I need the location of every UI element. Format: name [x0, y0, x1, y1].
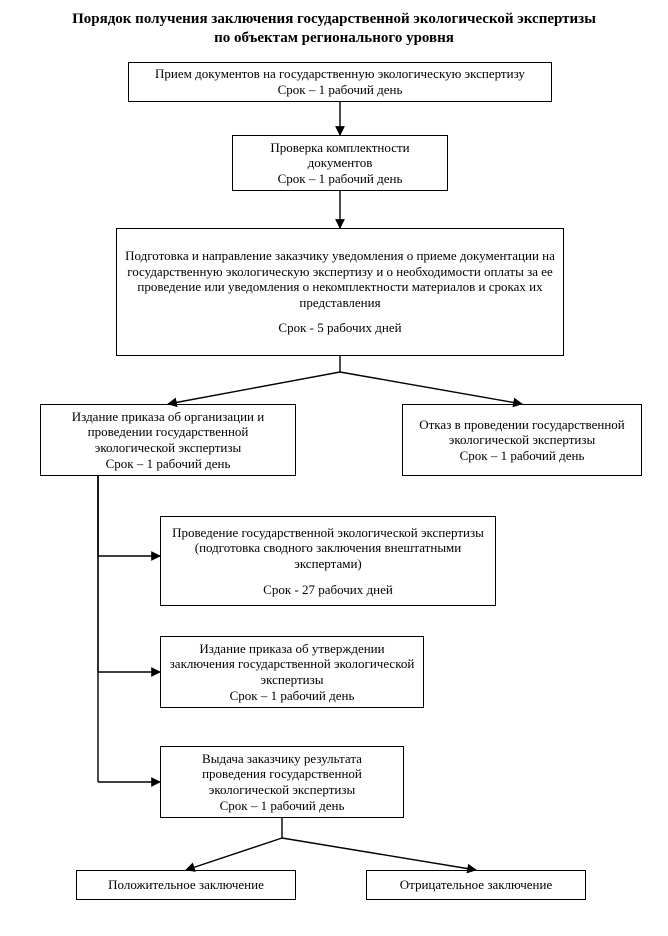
- flowchart-node-n4: Издание приказа об организации и проведе…: [40, 404, 296, 476]
- node-text: Проверка комплектности документов: [241, 140, 439, 171]
- flowchart-node-n10: Отрицательное заключение: [366, 870, 586, 900]
- flowchart-node-n8: Выдача заказчику результата проведения г…: [160, 746, 404, 818]
- node-text: Издание приказа об организации и проведе…: [49, 409, 287, 456]
- node-text: Проведение государственной экологической…: [169, 525, 487, 572]
- flowchart-node-n9: Положительное заключение: [76, 870, 296, 900]
- flowchart-node-n6: Проведение государственной экологической…: [160, 516, 496, 606]
- flowchart-node-n2: Проверка комплектности документовСрок – …: [232, 135, 448, 191]
- node-text: Срок – 1 рабочий день: [49, 456, 287, 472]
- node-text: Отрицательное заключение: [375, 877, 577, 893]
- node-text: Срок - 5 рабочих дней: [125, 320, 555, 336]
- node-text: Подготовка и направление заказчику уведо…: [125, 248, 555, 310]
- node-text: Отказ в проведении государственной эколо…: [411, 417, 633, 448]
- node-text: Прием документов на государственную экол…: [137, 66, 543, 82]
- node-text: Издание приказа об утверждении заключени…: [169, 641, 415, 688]
- node-text: Срок – 1 рабочий день: [137, 82, 543, 98]
- flowchart-node-n7: Издание приказа об утверждении заключени…: [160, 636, 424, 708]
- node-text: Срок – 1 рабочий день: [411, 448, 633, 464]
- flowchart-node-n1: Прием документов на государственную экол…: [128, 62, 552, 102]
- node-text: Срок – 1 рабочий день: [241, 171, 439, 187]
- node-text: Срок – 1 рабочий день: [169, 798, 395, 814]
- node-text: Выдача заказчику результата проведения г…: [169, 751, 395, 798]
- node-text: Положительное заключение: [85, 877, 287, 893]
- flowchart-node-n5: Отказ в проведении государственной эколо…: [402, 404, 642, 476]
- page-title: Порядок получения заключения государстве…: [0, 10, 668, 48]
- node-text: Срок - 27 рабочих дней: [169, 582, 487, 598]
- flowchart-node-n3: Подготовка и направление заказчику уведо…: [116, 228, 564, 356]
- node-text: Срок – 1 рабочий день: [169, 688, 415, 704]
